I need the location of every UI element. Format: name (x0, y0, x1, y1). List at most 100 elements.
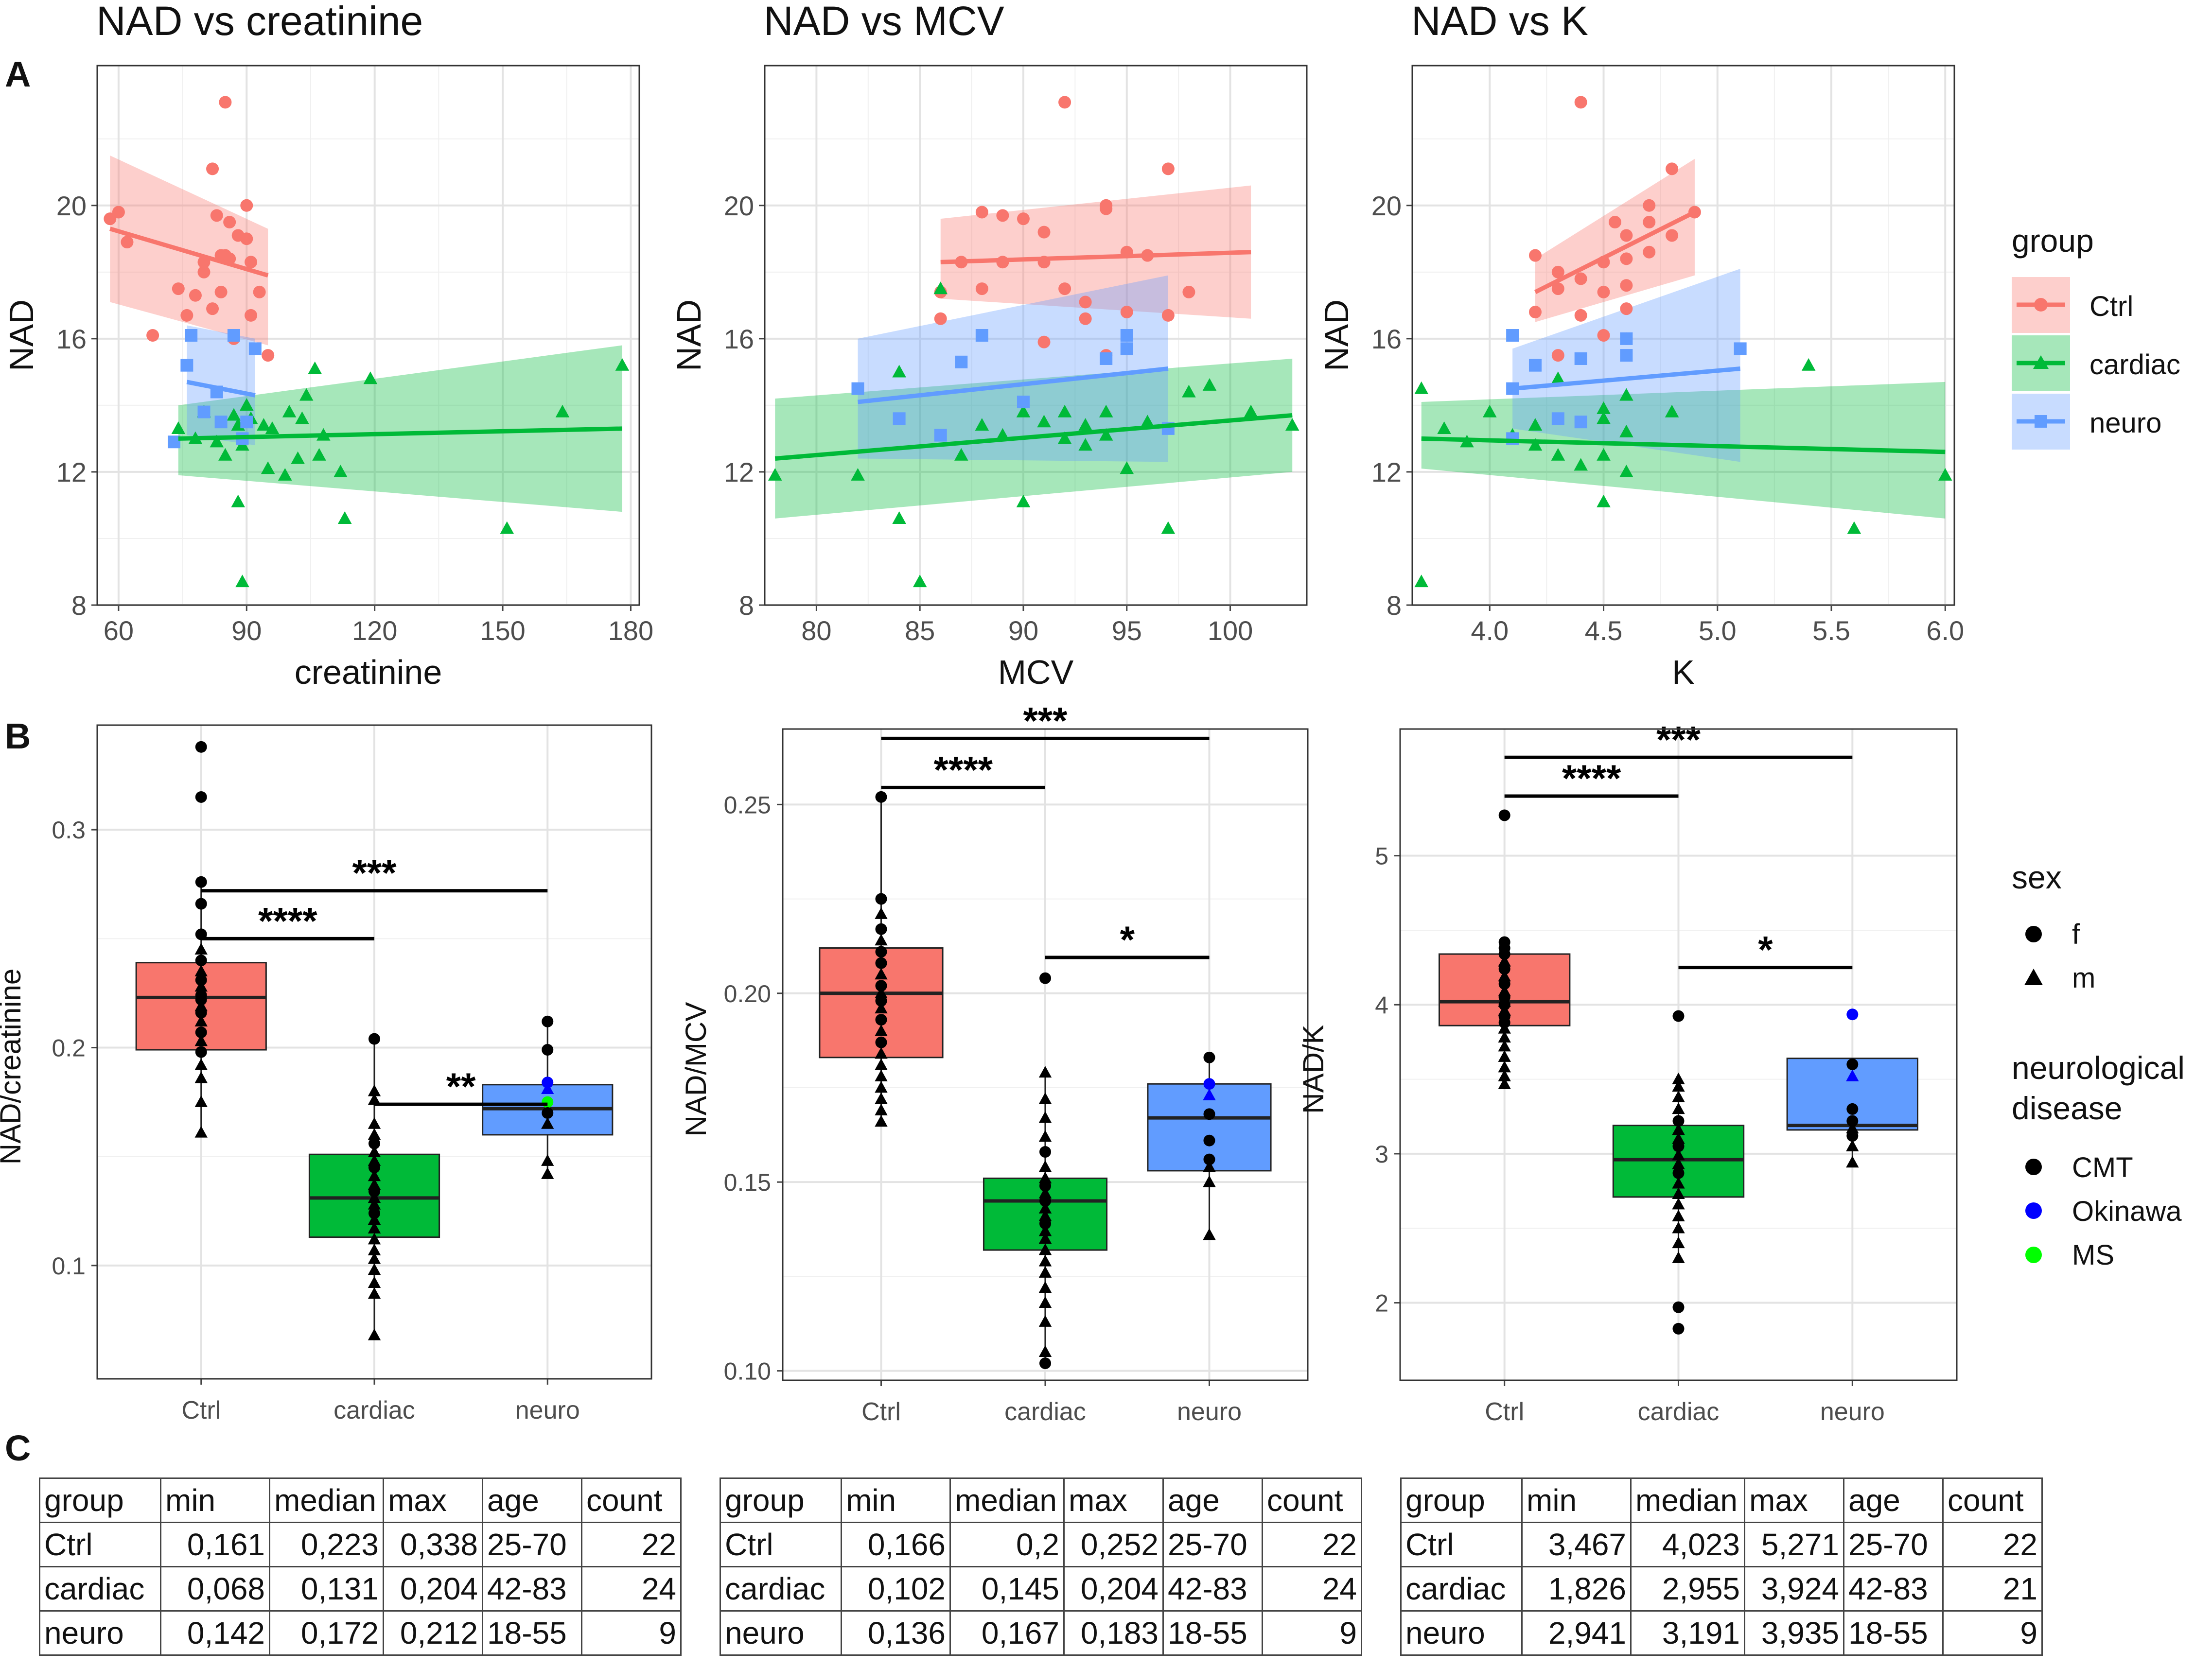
y-axis-label: NAD (2, 299, 40, 371)
scatter-plot-k: 4.0 4.5 5.0 5.5 6.0 8 12 16 20 NAD vs K K NAD (1317, 0, 1964, 691)
data-point (875, 907, 888, 919)
data-point (1038, 1092, 1052, 1104)
y-axis-label: NAD/K (1297, 1025, 1330, 1113)
data-point (1498, 1022, 1511, 1034)
table-cell: 22 (1262, 1522, 1362, 1567)
y-axis-label: NAD/creatinine (0, 969, 27, 1165)
data-point (194, 1058, 208, 1070)
panel-letter-b: B (5, 716, 31, 756)
data-point (1846, 1058, 1859, 1070)
y-tick-label: 16 (724, 324, 754, 354)
data-point-cardiac (892, 365, 906, 378)
table-cell: 3,191 (1630, 1610, 1745, 1656)
data-point-ctrl (189, 289, 202, 302)
data-point-neuro (975, 329, 988, 342)
data-point (368, 1328, 381, 1340)
data-point (1038, 1224, 1052, 1236)
table-header-cell: group (720, 1477, 842, 1523)
data-point-ctrl (1058, 96, 1071, 109)
data-point-ctrl (1017, 212, 1030, 226)
table-header-cell: median (269, 1477, 384, 1523)
legend-group-item-neuro: neuro (2012, 394, 2161, 450)
data-point-ctrl (1079, 312, 1092, 325)
plot-border (96, 724, 652, 1380)
table-cell: cardiac (1400, 1566, 1523, 1612)
data-point-cardiac (210, 434, 224, 448)
data-point (1203, 1088, 1216, 1100)
data-point (194, 1034, 208, 1046)
data-point-ctrl (1551, 265, 1564, 278)
data-point (1846, 1069, 1859, 1081)
data-point-cardiac (1120, 461, 1134, 474)
table-header-cell: median (949, 1477, 1065, 1523)
data-point (1498, 963, 1510, 975)
data-point-cardiac (851, 468, 865, 481)
data-point-cardiac (363, 371, 378, 384)
table-cell: 24 (1262, 1566, 1362, 1612)
legend-key-cardiac-point (2033, 355, 2049, 369)
fit-line-neuro (186, 380, 256, 398)
table-cell: cardiac (39, 1566, 161, 1612)
data-point-cardiac (1414, 574, 1429, 588)
fit-line-ctrl (109, 226, 269, 278)
table-cell: 4,023 (1630, 1522, 1745, 1567)
data-point-ctrl (1574, 309, 1587, 322)
y-tick-label: 8 (71, 590, 87, 621)
data-point (1038, 1130, 1052, 1142)
data-point-cardiac (1801, 358, 1816, 371)
y-tick-label: 0.20 (724, 980, 771, 1008)
fit-line-cardiac (774, 413, 1293, 461)
data-point-ctrl (1620, 302, 1633, 315)
data-point-cardiac (1597, 411, 1611, 424)
data-point (1038, 1232, 1052, 1244)
table-cell: 0,2 (949, 1522, 1065, 1567)
legend-group-item-cardiac: cardiac (2012, 335, 2180, 391)
table-cell: 0,172 (269, 1610, 384, 1656)
data-point (1038, 1281, 1052, 1293)
data-point (1498, 1077, 1511, 1089)
data-point (368, 1276, 381, 1288)
significance-label: **** (1562, 757, 1621, 799)
significance-label: * (1120, 918, 1135, 961)
data-point-ctrl (223, 216, 236, 229)
data-point (1038, 1066, 1052, 1078)
y-tick-label: 4 (1375, 991, 1388, 1019)
data-point-ctrl (1666, 162, 1679, 175)
data-point (875, 934, 888, 946)
data-point-cardiac (171, 421, 186, 434)
table-cell: 3,467 (1521, 1522, 1632, 1567)
data-point (1846, 1008, 1859, 1021)
data-point-cardiac (1161, 521, 1176, 534)
legend-disease: neurological disease CMT Okinawa MS (2012, 1050, 2185, 1271)
data-point (875, 1036, 887, 1048)
data-point-ctrl (1100, 199, 1113, 212)
data-point (542, 1107, 554, 1119)
table-row: neuro 0,136 0,167 0,183 18-55 9 (720, 1610, 1362, 1656)
x-tick-label: 120 (352, 615, 397, 646)
data-point-ctrl (1528, 306, 1542, 319)
data-point (1498, 1060, 1511, 1073)
chart-title: NAD vs creatinine (96, 0, 423, 44)
data-point (542, 1096, 554, 1108)
data-point-ctrl (1574, 272, 1587, 285)
data-point-cardiac (1037, 415, 1051, 428)
data-point-ctrl (1666, 229, 1679, 242)
table-cell: 25-70 (482, 1522, 582, 1567)
data-point-cardiac (975, 418, 989, 431)
data-point-cardiac (1078, 418, 1092, 431)
data-point-ctrl (240, 232, 253, 245)
table-header-cell: count (1942, 1477, 2043, 1523)
data-point (1498, 1050, 1511, 1062)
data-point (195, 741, 207, 753)
data-point (1846, 1130, 1859, 1142)
chart-title: NAD vs MCV (764, 0, 1004, 44)
y-tick-label: 16 (56, 324, 87, 354)
table-header-cell: group (1400, 1477, 1523, 1523)
y-axis-label: NAD (670, 299, 708, 371)
table-cell: neuro (1400, 1610, 1523, 1656)
data-point-ctrl (206, 162, 219, 175)
data-point-cardiac (1099, 428, 1113, 441)
data-point (1846, 1122, 1859, 1134)
data-point (1672, 1251, 1685, 1263)
data-point (194, 1015, 208, 1026)
